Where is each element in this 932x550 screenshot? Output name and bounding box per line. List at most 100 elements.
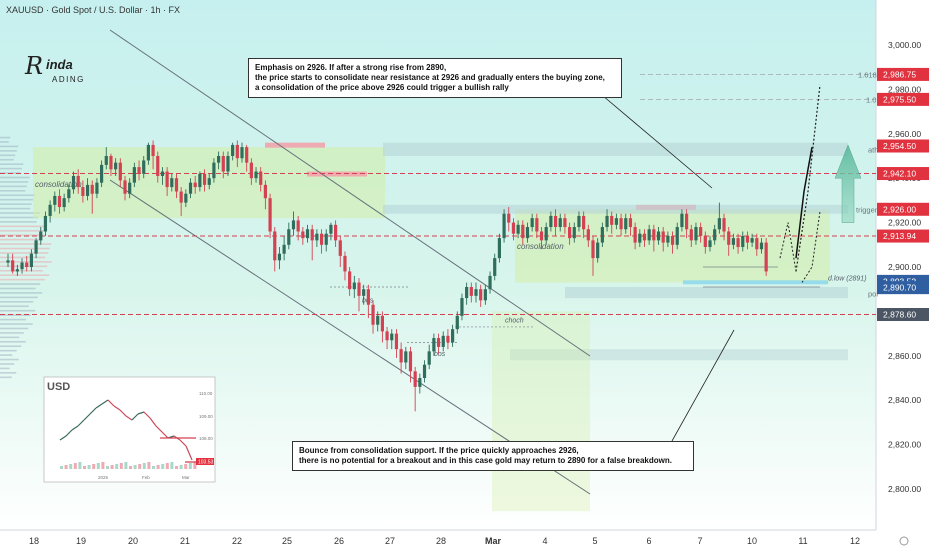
candle bbox=[750, 233, 754, 248]
inset-volume-bar bbox=[78, 462, 82, 469]
candle bbox=[324, 229, 328, 252]
candle-body bbox=[282, 244, 286, 254]
inset-volume-bar bbox=[184, 464, 188, 469]
volume-profile-bar bbox=[0, 327, 29, 330]
candle bbox=[661, 227, 665, 252]
candle bbox=[460, 293, 464, 321]
candle bbox=[67, 184, 71, 203]
candle bbox=[305, 224, 310, 243]
candle-body bbox=[263, 184, 267, 199]
candle bbox=[221, 151, 225, 179]
price-tag-label: 2,954.50 bbox=[883, 141, 916, 151]
candle-body bbox=[568, 227, 572, 239]
inset-price-segment bbox=[131, 413, 139, 421]
price-tag-label: 2,942.10 bbox=[883, 169, 916, 179]
candle-body bbox=[432, 338, 436, 352]
candle-body bbox=[661, 231, 665, 243]
inset-volume-bar bbox=[87, 465, 91, 469]
volume-profile-bar bbox=[0, 358, 19, 361]
candle-body bbox=[268, 198, 272, 232]
trigger-zone bbox=[383, 204, 848, 214]
candle-body bbox=[399, 349, 403, 363]
candle bbox=[20, 258, 24, 274]
candle-body bbox=[759, 242, 764, 250]
candle-body bbox=[558, 218, 562, 228]
candle-body bbox=[521, 224, 525, 239]
candle bbox=[521, 220, 525, 245]
candle-body bbox=[647, 229, 651, 241]
candle-body bbox=[305, 229, 310, 239]
candle bbox=[408, 346, 413, 383]
projection-path-3 bbox=[795, 146, 813, 259]
candle bbox=[436, 333, 441, 354]
volume-profile-bar bbox=[0, 256, 46, 259]
price-tag bbox=[877, 139, 929, 153]
candle-body bbox=[694, 227, 698, 241]
candle bbox=[142, 156, 146, 179]
projection-path-1 bbox=[779, 222, 797, 272]
volume-profile-bar bbox=[0, 376, 12, 379]
candle-body bbox=[619, 218, 623, 230]
candle bbox=[334, 220, 338, 248]
inset-volume-bar bbox=[110, 465, 114, 469]
price-tag bbox=[877, 167, 929, 181]
volume-profile-bar bbox=[0, 185, 27, 188]
candle-body bbox=[497, 238, 501, 259]
candle bbox=[231, 142, 235, 161]
candle-body bbox=[362, 289, 366, 296]
candle-body bbox=[207, 178, 211, 185]
candle-body bbox=[699, 227, 703, 236]
candle-body bbox=[436, 338, 441, 347]
candle bbox=[727, 227, 731, 256]
chart-title: XAUUSD · Gold Spot / U.S. Dollar · 1h · … bbox=[6, 5, 181, 15]
inset-volume-bar bbox=[175, 466, 178, 469]
candle-body bbox=[29, 253, 33, 267]
candle bbox=[348, 267, 352, 296]
volume-profile-bar bbox=[0, 221, 37, 223]
inset-volume-bar bbox=[170, 462, 174, 469]
price-tick-label: 2,860.00 bbox=[888, 351, 921, 361]
candle bbox=[390, 329, 394, 350]
inset-price-segment bbox=[161, 431, 169, 439]
candle bbox=[628, 213, 633, 236]
candle bbox=[174, 173, 179, 199]
candle bbox=[212, 158, 216, 183]
candle bbox=[633, 222, 637, 250]
candle bbox=[549, 211, 553, 232]
candle-body bbox=[15, 269, 19, 272]
time-tick-label: 25 bbox=[282, 536, 292, 546]
candle bbox=[638, 229, 642, 248]
callout-top-pointer bbox=[595, 89, 713, 189]
volume-profile-bar bbox=[0, 287, 36, 290]
candle bbox=[600, 222, 604, 248]
price-tick-label: 2,900.00 bbox=[888, 262, 921, 272]
candle-body bbox=[85, 184, 90, 196]
candle bbox=[48, 200, 52, 223]
settings-icon[interactable] bbox=[899, 536, 909, 546]
candle-body bbox=[479, 289, 483, 301]
candle bbox=[380, 311, 384, 343]
candle bbox=[249, 158, 253, 185]
candle-body bbox=[390, 333, 394, 341]
candle bbox=[446, 329, 450, 350]
candle bbox=[291, 211, 296, 236]
volume-profile-bar bbox=[0, 136, 11, 139]
candle-body bbox=[118, 162, 122, 181]
candle bbox=[605, 209, 609, 232]
candle-body bbox=[474, 289, 478, 296]
candle bbox=[493, 253, 497, 281]
volume-profile-bar bbox=[0, 345, 22, 348]
price-tick-label: 2,920.00 bbox=[888, 218, 921, 228]
price-tick-label: 2,980.00 bbox=[888, 84, 921, 94]
candle-body bbox=[76, 175, 80, 188]
inset-price-segment bbox=[179, 439, 187, 447]
candle-body bbox=[745, 235, 750, 243]
candle-body bbox=[188, 182, 193, 194]
candle bbox=[71, 171, 76, 194]
candle bbox=[6, 253, 10, 267]
candle bbox=[259, 167, 263, 192]
candle bbox=[666, 231, 670, 248]
candle bbox=[497, 233, 501, 263]
inset-x-label: Feb bbox=[142, 475, 150, 480]
candle-body bbox=[638, 233, 642, 243]
